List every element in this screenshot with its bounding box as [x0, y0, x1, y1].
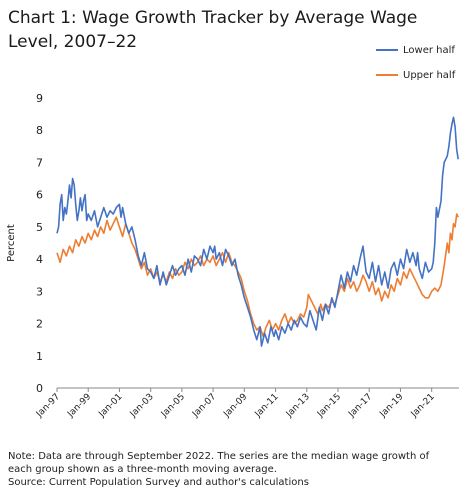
x-tick-label: Jan-19	[378, 392, 406, 420]
y-tick-label: 0	[36, 382, 43, 395]
x-tick-label: Jan-11	[253, 392, 281, 420]
legend-swatch-upper-half	[376, 74, 398, 76]
legend-label-upper-half: Upper half	[403, 69, 456, 81]
x-tick-label: Jan-15	[315, 392, 343, 420]
note-line-1: Note: Data are through September 2022. T…	[8, 451, 430, 462]
legend-item-upper-half: Upper half	[376, 68, 455, 82]
x-tick-label: Jan-17	[346, 392, 374, 420]
y-tick-label: 9	[36, 92, 43, 105]
y-tick-label: 7	[36, 156, 43, 169]
note-line-2: each group shown as a three-month moving…	[8, 464, 277, 475]
chart-title: Chart 1: Wage Growth Tracker by Average …	[8, 8, 418, 52]
x-tick-label: Jan-99	[65, 392, 93, 420]
x-tick-label: Jan-21	[409, 392, 437, 420]
y-tick-label: 8	[36, 124, 43, 137]
y-tick-label: 6	[36, 189, 43, 202]
legend-item-lower-half: Lower half	[376, 43, 455, 57]
x-tick-label: Jan-97	[34, 392, 62, 420]
y-axis-title: Percent	[6, 224, 17, 262]
y-tick-label: 2	[36, 318, 43, 331]
legend-swatch-lower-half	[376, 49, 398, 51]
y-tick-label: 5	[36, 221, 43, 234]
y-tick-label: 4	[36, 253, 43, 266]
legend-label-lower-half: Lower half	[403, 44, 455, 56]
y-tick-label: 1	[36, 350, 43, 363]
x-tick-label: Jan-09	[221, 392, 249, 420]
series-line-lower-half	[56, 116, 459, 347]
note-line-3: Source: Current Population Survey and au…	[8, 477, 309, 488]
legend: Lower half Upper half	[376, 43, 455, 93]
x-tick-label: Jan-05	[159, 392, 187, 420]
x-tick-label: Jan-07	[190, 392, 218, 420]
x-tick-label: Jan-13	[284, 392, 312, 420]
y-tick-label: 3	[36, 285, 43, 298]
chart-notes: Note: Data are through September 2022. T…	[8, 450, 468, 489]
x-tick-label: Jan-01	[97, 392, 125, 420]
x-tick-label: Jan-03	[128, 392, 156, 420]
